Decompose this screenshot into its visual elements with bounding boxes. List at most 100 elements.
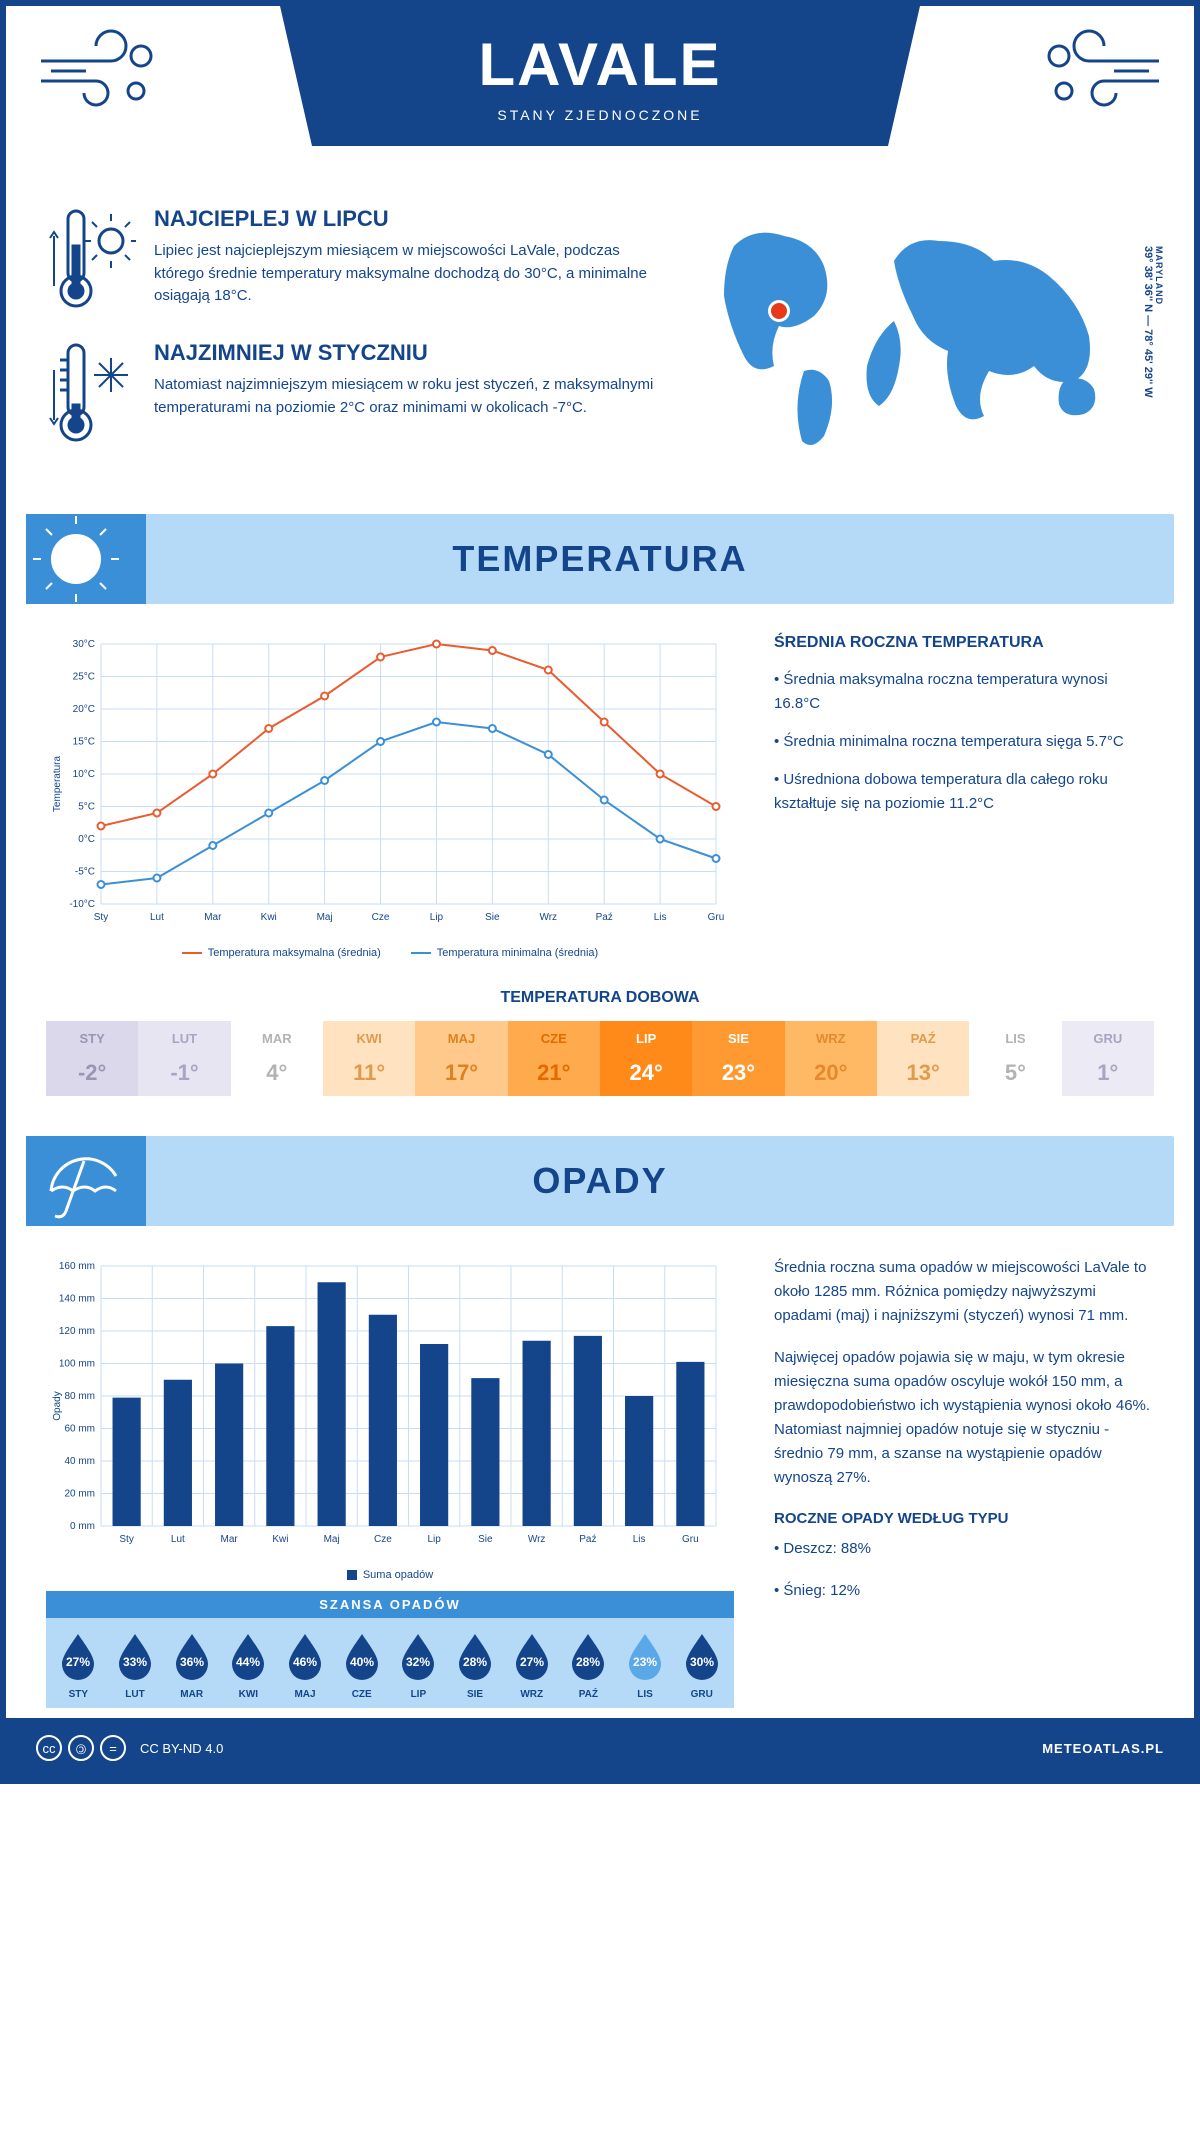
daily-cell: CZE21° [508,1021,600,1096]
hottest-block: NAJCIEPLEJ W LIPCU Lipiec jest najcieple… [46,206,664,316]
precip-text: Średnia roczna suma opadów w miejscowośc… [774,1256,1154,1708]
svg-text:10°C: 10°C [73,769,95,780]
type-line: • Śnieg: 12% [774,1579,1154,1603]
svg-text:20 mm: 20 mm [64,1489,95,1500]
svg-text:Opady: Opady [52,1391,63,1420]
svg-text:120 mm: 120 mm [59,1326,95,1337]
chance-month: GRU [673,1689,730,1700]
daily-cell: WRZ20° [785,1021,877,1096]
drop-icon: 30% [682,1630,722,1680]
daily-month: KWI [323,1031,415,1046]
daily-value: 23° [692,1060,784,1086]
daily-cell: MAJ17° [415,1021,507,1096]
info-left: NAJCIEPLEJ W LIPCU Lipiec jest najcieple… [46,206,664,474]
chance-cell: 46%MAJ [277,1630,334,1700]
daily-month: SIE [692,1031,784,1046]
drop-icon: 44% [228,1630,268,1680]
footer: cc 🄯 = CC BY-ND 4.0 METEOATLAS.PL [6,1718,1194,1778]
svg-text:0 mm: 0 mm [70,1521,95,1532]
daily-cell: GRU1° [1062,1021,1154,1096]
chance-cell: 28%SIE [447,1630,504,1700]
svg-text:-10°C: -10°C [69,899,95,910]
annual-line: • Średnia minimalna roczna temperatura s… [774,730,1154,754]
chance-cell: 40% CZE [333,1630,390,1700]
chance-month: KWI [220,1689,277,1700]
svg-text:Kwi: Kwi [272,1534,288,1545]
daily-month: LIP [600,1031,692,1046]
daily-value: -2° [46,1060,138,1086]
type-line: • Deszcz: 88% [774,1537,1154,1561]
infographic-page: LAVALE STANY ZJEDNOCZONE NAJCIEPLEJ W LI… [0,0,1200,1784]
svg-text:36%: 36% [180,1655,204,1669]
daily-value: -1° [138,1060,230,1086]
cc-icon: cc [36,1735,62,1761]
svg-text:80 mm: 80 mm [64,1391,95,1402]
svg-text:Cze: Cze [372,912,390,923]
drop-icon: 28% [568,1630,608,1680]
svg-text:Maj: Maj [317,912,333,923]
drop-icon: 33% [115,1630,155,1680]
svg-text:15°C: 15°C [73,737,95,748]
svg-text:Lip: Lip [430,912,444,923]
legend-min: Temperatura minimalna (średnia) [437,947,598,959]
daily-value: 24° [600,1060,692,1086]
svg-text:60 mm: 60 mm [64,1424,95,1435]
thermometer-hot-icon [46,206,136,316]
temp-text: ŚREDNIA ROCZNA TEMPERATURA • Średnia mak… [774,634,1154,959]
svg-text:0°C: 0°C [78,834,95,845]
daily-value: 11° [323,1060,415,1086]
svg-text:100 mm: 100 mm [59,1359,95,1370]
world-map-icon [694,206,1154,466]
svg-text:Sie: Sie [478,1534,493,1545]
svg-text:30%: 30% [690,1655,714,1669]
daily-month: MAJ [415,1031,507,1046]
chance-month: SIE [447,1689,504,1700]
svg-text:Wrz: Wrz [539,912,557,923]
drop-icon: 40% [342,1630,382,1680]
precip-section-header: OPADY [26,1136,1174,1226]
daily-value: 4° [231,1060,323,1086]
svg-text:44%: 44% [236,1655,260,1669]
map-block: MARYLAND 39° 38' 36'' N — 78° 45' 29'' W [694,206,1154,474]
chance-cell: 27%STY [50,1630,107,1700]
daily-cell: PAŹ13° [877,1021,969,1096]
drop-icon: 23% [625,1630,665,1680]
chance-cell: 23%LIS [617,1630,674,1700]
site-name: METEOATLAS.PL [1042,1741,1164,1756]
coldest-title: NAJZIMNIEJ W STYCZNIU [154,340,664,366]
precip-title: OPADY [532,1160,667,1202]
svg-text:Paź: Paź [596,912,613,923]
svg-text:Lut: Lut [171,1534,185,1545]
svg-text:28%: 28% [576,1655,600,1669]
svg-text:Paź: Paź [579,1534,596,1545]
svg-text:Lis: Lis [633,1534,646,1545]
daily-temp-title: TEMPERATURA DOBOWA [6,989,1194,1007]
chance-row: 27%STY33%LUT36%MAR44%KWI46%MAJ40%CZE32%L… [46,1618,734,1708]
by-icon: 🄯 [68,1735,94,1761]
svg-text:33%: 33% [123,1655,147,1669]
svg-text:46%: 46% [293,1655,317,1669]
drop-icon: 27% [512,1630,552,1680]
precip-body: 0 mm20 mm40 mm60 mm80 mm100 mm120 mm140 … [6,1226,1194,1718]
svg-text:Gru: Gru [682,1534,699,1545]
drop-icon: 27% [58,1630,98,1680]
svg-text:Cze: Cze [374,1534,392,1545]
daily-cell: MAR4° [231,1021,323,1096]
daily-value: 5° [969,1060,1061,1086]
svg-text:Sty: Sty [94,912,108,923]
umbrella-corner-icon [26,1136,146,1226]
drop-icon: 32% [398,1630,438,1680]
svg-text:27%: 27% [66,1655,90,1669]
temp-body: -10°C-5°C0°C5°C10°C15°C20°C25°C30°CStyLu… [6,604,1194,969]
state-label: MARYLAND [1154,246,1164,384]
chance-cell: 44% KWI [220,1630,277,1700]
svg-text:Lut: Lut [150,912,164,923]
precip-chart: 0 mm20 mm40 mm60 mm80 mm100 mm120 mm140 … [46,1256,734,1708]
chance-cell: 30% GRU [673,1630,730,1700]
daily-month: STY [46,1031,138,1046]
annual-line: • Średnia maksymalna roczna temperatura … [774,668,1154,716]
daily-temp-table: STY-2°LUT-1°MAR4°KWI11°MAJ17°CZE21°LIP24… [46,1021,1154,1096]
chance-month: CZE [333,1689,390,1700]
daily-cell: LIP 24° [600,1021,692,1096]
country-name: STANY ZJEDNOCZONE [280,107,920,123]
